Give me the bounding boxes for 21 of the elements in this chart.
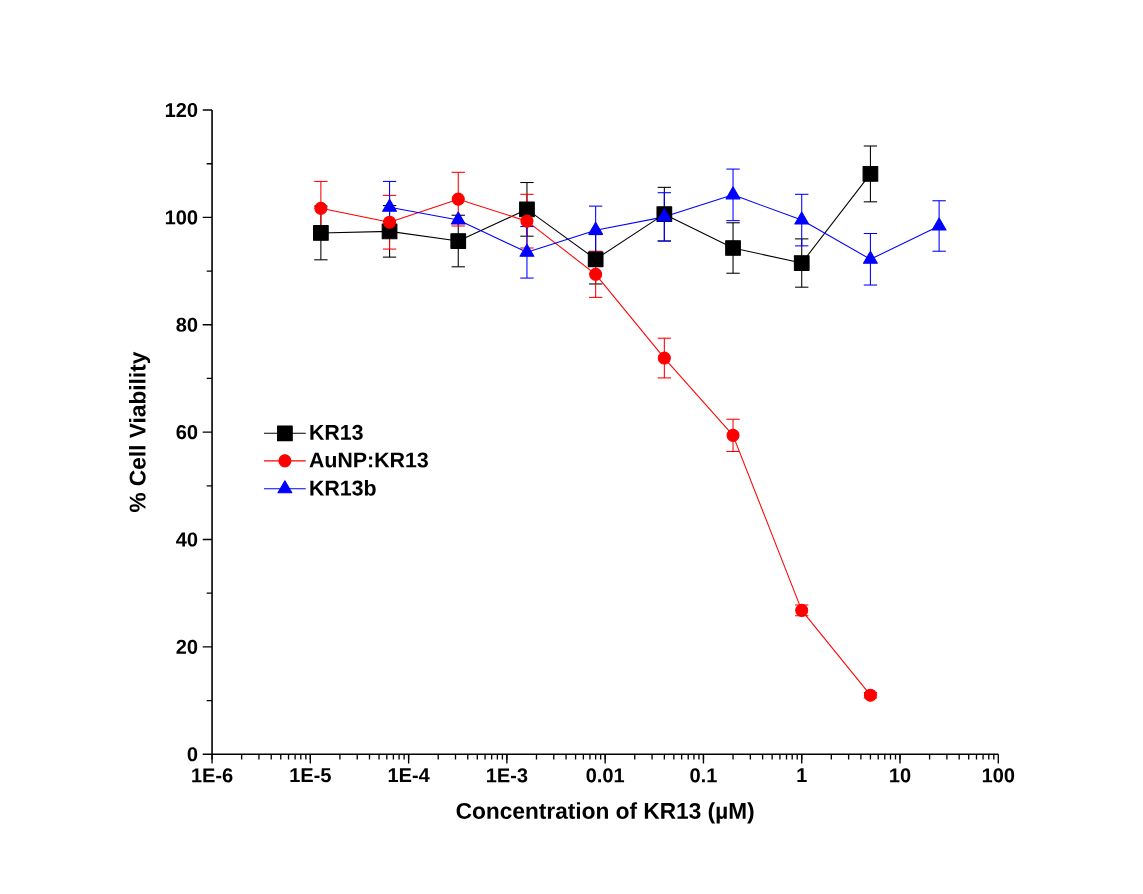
y-tick-label: 20 [176,639,198,654]
x-tick-label: 1E-6 [192,768,233,783]
x-tick-label: 10 [890,768,911,783]
y-axis-title: % Cell Viability [129,351,151,512]
x-tick-label: 1E-4 [388,768,430,782]
x-axis-title: Concentration of KR13 (µM) [456,802,754,824]
y-tick-label: 60 [176,424,198,440]
y-tick-label: 120 [165,102,198,117]
y-tick-label: 40 [176,532,198,547]
x-tick-label: 1 [797,768,807,782]
x-tick-label: 100 [982,768,1015,783]
x-tick-label: 0.01 [586,768,625,783]
y-tick-label: 0 [187,747,198,762]
x-tick-label: 0.1 [690,768,717,783]
y-tick-label: 100 [165,210,198,225]
legend-label: KR13 [310,424,363,440]
y-tick-label: 80 [176,317,198,332]
legend-label: AuNP:KR13 [309,452,428,468]
x-tick-label: 1E-3 [487,768,528,783]
legend-label: KR13b [310,479,376,496]
x-tick-label: 1E-5 [290,768,331,783]
